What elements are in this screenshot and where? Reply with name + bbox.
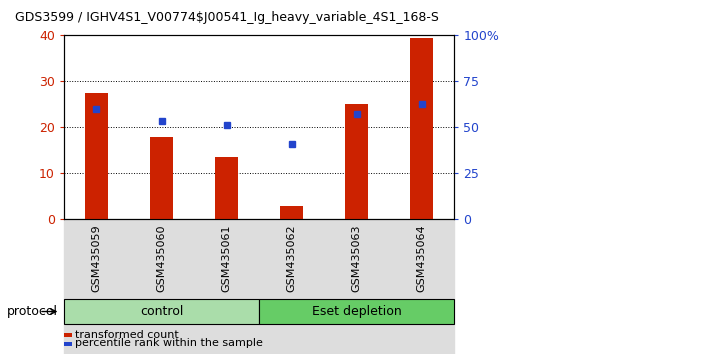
Bar [324, 219, 389, 354]
Text: percentile rank within the sample: percentile rank within the sample [75, 338, 263, 348]
Text: control: control [140, 305, 183, 318]
Bar [259, 219, 324, 354]
Bar [85, 93, 108, 219]
Bar [150, 137, 173, 219]
Bar [410, 38, 433, 219]
Bar [64, 219, 129, 354]
Text: protocol: protocol [7, 305, 58, 318]
Text: Eset depletion: Eset depletion [312, 305, 402, 318]
Bar [215, 157, 238, 219]
Bar [345, 103, 368, 219]
Bar [280, 206, 303, 219]
Text: transformed count: transformed count [75, 330, 178, 339]
Text: GDS3599 / IGHV4S1_V00774$J00541_Ig_heavy_variable_4S1_168-S: GDS3599 / IGHV4S1_V00774$J00541_Ig_heavy… [15, 11, 439, 24]
Bar [389, 219, 454, 354]
Bar [194, 219, 259, 354]
Bar [129, 219, 194, 354]
